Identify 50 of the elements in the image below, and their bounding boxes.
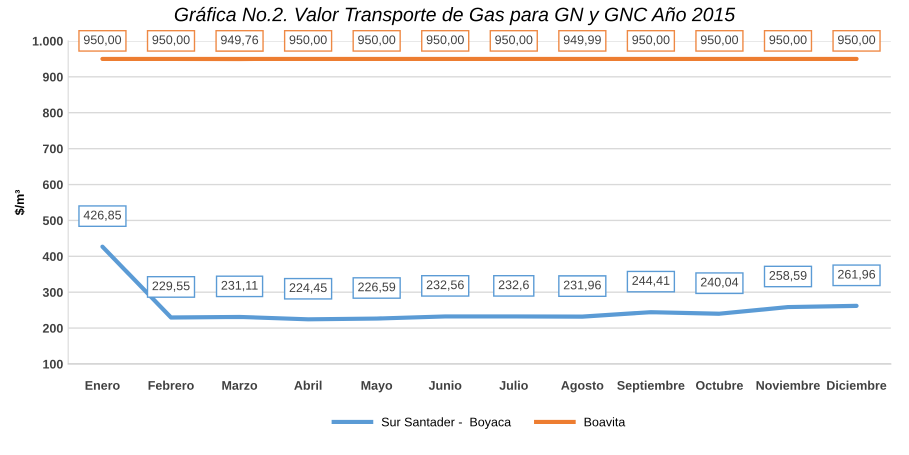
y-axis-title: $/m³ — [14, 190, 25, 216]
data-label: 244,41 — [632, 276, 670, 286]
data-label: 950,00 — [838, 35, 876, 46]
x-tick-label: Julio — [499, 380, 528, 390]
x-tick-label: Febrero — [148, 380, 194, 390]
y-tick-label: 1.000 — [32, 36, 63, 46]
x-tick-label: Abril — [294, 380, 322, 390]
data-label: 226,59 — [358, 282, 396, 293]
y-tick-label: 200 — [42, 324, 63, 333]
data-label: 950,00 — [700, 35, 738, 46]
data-label: 950,00 — [152, 35, 190, 46]
data-label: 950,00 — [84, 35, 122, 46]
data-label: 232,6 — [498, 280, 529, 291]
y-tick-label: 600 — [42, 180, 63, 190]
y-tick-label: 500 — [42, 216, 63, 226]
x-tick-label: Marzo — [222, 381, 258, 390]
data-label: 229,55 — [152, 281, 190, 292]
legend-label: Sur Santader - Boyaca — [382, 417, 512, 429]
x-tick-label: Junio — [428, 380, 462, 390]
x-tick-label: Octubre — [696, 380, 743, 390]
x-tick-label: Septiembre — [617, 380, 684, 392]
chart-title: Gráfica No.2. Valor Transporte de Gas para GN y GNC Año 2015 — [174, 6, 736, 26]
y-tick-label: 300 — [42, 288, 63, 297]
data-label: 261,96 — [838, 270, 876, 280]
x-tick-label: Mayo — [362, 381, 392, 392]
data-label: 258,59 — [770, 271, 807, 282]
data-label: 950,00 — [632, 35, 670, 46]
data-label: 950,00 — [495, 35, 532, 46]
data-label: 950,00 — [769, 35, 807, 46]
data-label: 224,45 — [290, 283, 327, 294]
data-label: 950,00 — [290, 35, 327, 46]
data-label: 949,99 — [564, 35, 601, 46]
data-label: 240,04 — [700, 278, 738, 288]
y-tick-label: 100 — [43, 360, 63, 369]
data-label: 949,76 — [221, 35, 258, 46]
data-label: 950,00 — [426, 35, 464, 46]
data-label: 426,85 — [84, 210, 122, 221]
data-label: 950,00 — [358, 35, 396, 46]
legend-label: Boavita — [584, 417, 626, 426]
x-tick-label: Agosto — [561, 381, 604, 392]
y-tick-label: 900 — [42, 72, 63, 82]
x-tick-label: Diciembre — [827, 380, 886, 390]
y-tick-label: 400 — [42, 252, 63, 261]
x-tick-label: Noviembre — [756, 380, 820, 390]
data-label: 231,11 — [222, 280, 258, 292]
data-label: 231,96 — [564, 280, 601, 291]
y-tick-label: 800 — [42, 108, 63, 118]
y-tick-label: 700 — [43, 144, 63, 154]
data-label: 232,56 — [426, 280, 464, 291]
x-tick-label: Enero — [86, 381, 120, 390]
